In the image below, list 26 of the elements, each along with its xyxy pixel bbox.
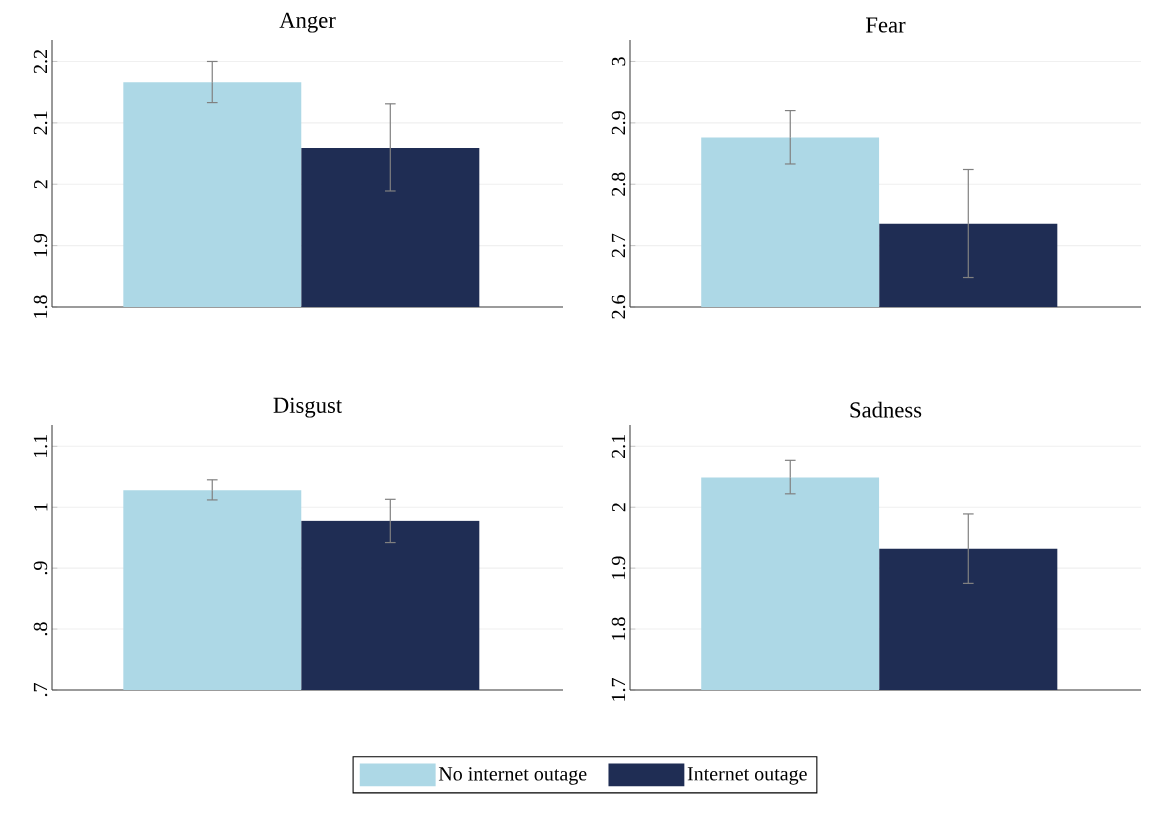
legend-label: Internet outage [687, 767, 807, 785]
y-tick-label: 1.1 [33, 435, 48, 458]
y-tick-label: 1.8 [33, 295, 48, 318]
chart-title: Anger [279, 12, 336, 33]
y-tick-label: 2.9 [611, 111, 626, 135]
y-tick-label: 2.8 [611, 172, 626, 196]
y-tick-label: .9 [33, 561, 48, 575]
y-tick-label: 2 [612, 503, 626, 512]
chart-title: Disgust [273, 397, 342, 418]
y-tick-label: 1.7 [611, 678, 626, 701]
legend-label: No internet outage [438, 767, 587, 785]
y-tick-label: 2 [34, 180, 48, 189]
y-tick-label: 3 [611, 57, 626, 66]
y-tick-label: .7 [33, 683, 48, 697]
y-tick-label: 2.1 [611, 435, 626, 458]
y-tick-label: 2.1 [33, 111, 48, 135]
y-tick-label: .8 [33, 622, 48, 636]
y-tick-label: 1 [34, 503, 48, 511]
y-tick-label: 1.8 [611, 617, 626, 640]
y-tick-label: 1.9 [611, 556, 626, 579]
y-tick-label: 2.6 [611, 295, 626, 319]
y-tick-label: 2.7 [611, 233, 626, 258]
chart-title: Fear [866, 17, 906, 33]
y-tick-label: 1.9 [33, 233, 48, 257]
chart-title: Sadness [850, 401, 922, 418]
y-tick-label: 2.2 [33, 50, 48, 74]
